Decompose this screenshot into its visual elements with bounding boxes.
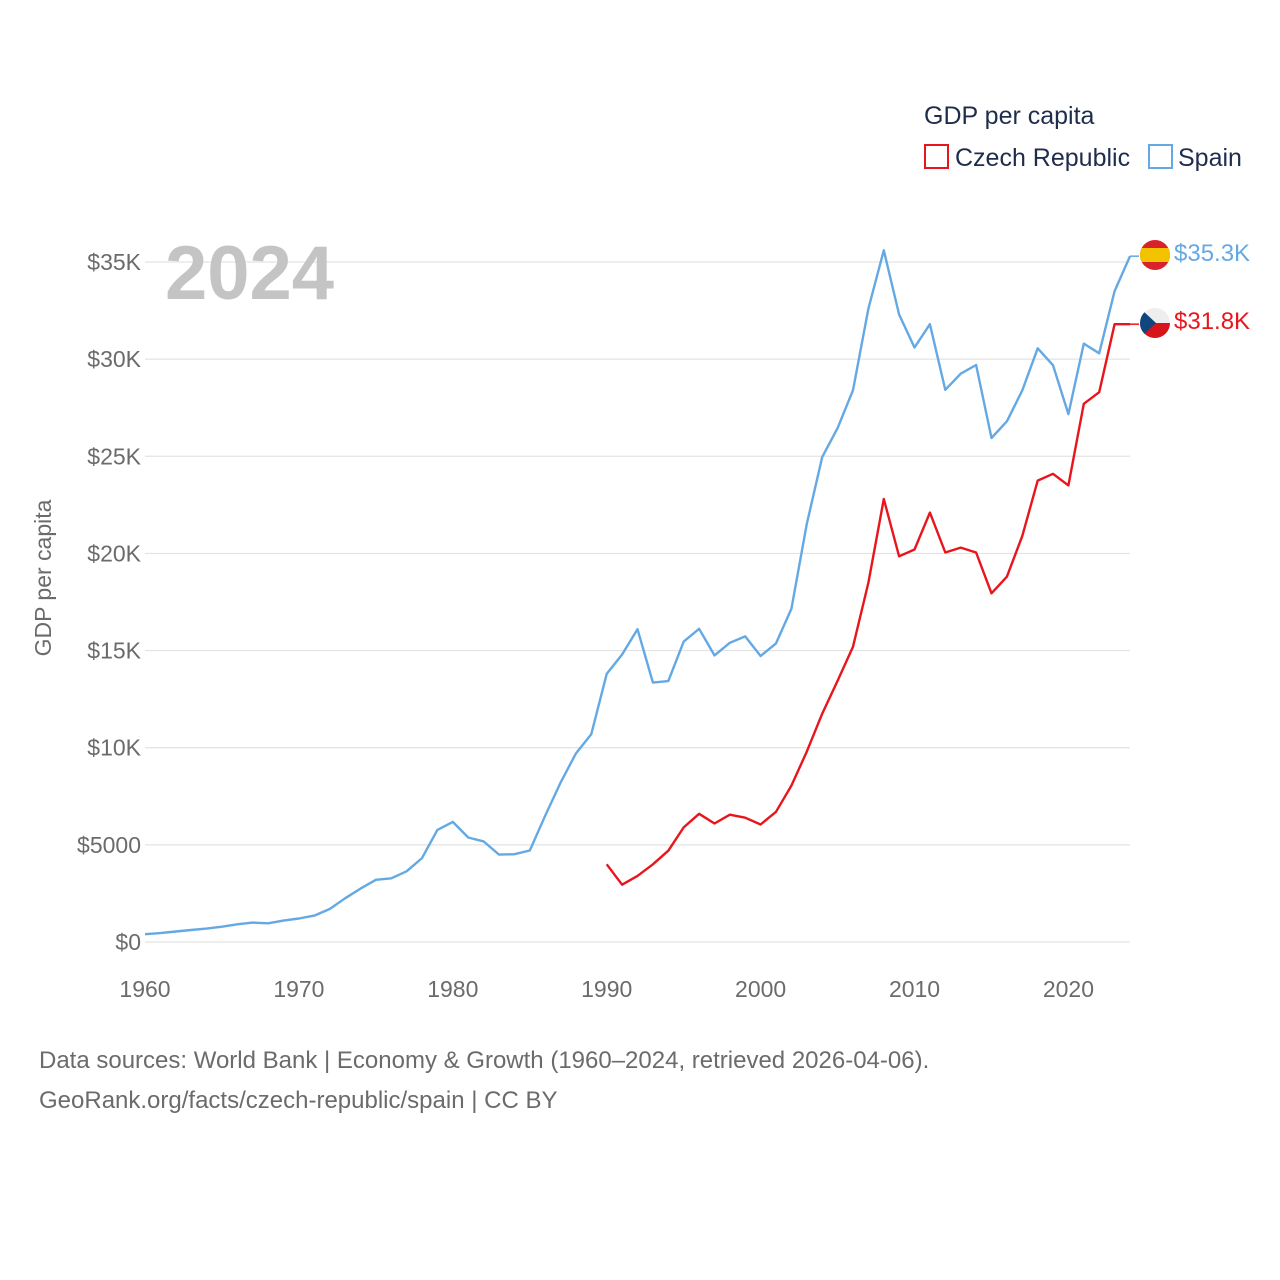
series-line-czech-republic[interactable] — [605, 323, 1130, 886]
x-axis: 1960 1970 1980 1990 2000 2010 2020 — [119, 976, 1094, 1002]
x-tick-label: 2020 — [1043, 976, 1094, 1002]
legend-label-spain[interactable]: Spain — [1178, 144, 1242, 172]
source-line-1: Data sources: World Bank | Economy & Gro… — [39, 1047, 929, 1074]
x-tick-label: 1970 — [273, 976, 324, 1002]
y-tick-label: $35K — [87, 249, 141, 275]
y-tick-label: $5000 — [77, 832, 141, 858]
y-axis-title: GDP per capita — [30, 499, 56, 656]
source-line-2[interactable]: GeoRank.org/facts/czech-republic/spain |… — [39, 1087, 557, 1114]
end-label-czech-republic: $31.8K — [1174, 308, 1250, 335]
legend-swatch-spain[interactable] — [1148, 144, 1173, 169]
legend-label-czech-republic[interactable]: Czech Republic — [955, 144, 1130, 172]
y-tick-label: $0 — [115, 929, 141, 955]
legend-swatch-czech-republic[interactable] — [924, 144, 949, 169]
y-tick-label: $10K — [87, 735, 141, 761]
x-tick-label: 2000 — [735, 976, 786, 1002]
y-axis: $0 $5000 $10K $15K $20K $25K $30K $35K — [77, 249, 142, 955]
y-tick-label: $30K — [87, 346, 141, 372]
series-line-spain[interactable] — [144, 249, 1132, 936]
x-tick-label: 1960 — [119, 976, 170, 1002]
x-tick-label: 2010 — [889, 976, 940, 1002]
spain-flag-icon — [1140, 240, 1170, 270]
y-tick-label: $20K — [87, 540, 141, 566]
legend: GDP per capita Czech Republic Spain — [924, 102, 1242, 172]
grid — [145, 261, 1130, 943]
czech-flag-icon — [1140, 308, 1170, 338]
y-tick-label: $15K — [87, 638, 141, 664]
x-tick-label: 1990 — [581, 976, 632, 1002]
end-label-spain: $35.3K — [1174, 240, 1250, 267]
series — [144, 249, 1139, 936]
legend-title: GDP per capita — [924, 102, 1095, 130]
year-label: 2024 — [165, 231, 334, 316]
y-tick-label: $25K — [87, 443, 141, 469]
x-tick-label: 1980 — [427, 976, 478, 1002]
